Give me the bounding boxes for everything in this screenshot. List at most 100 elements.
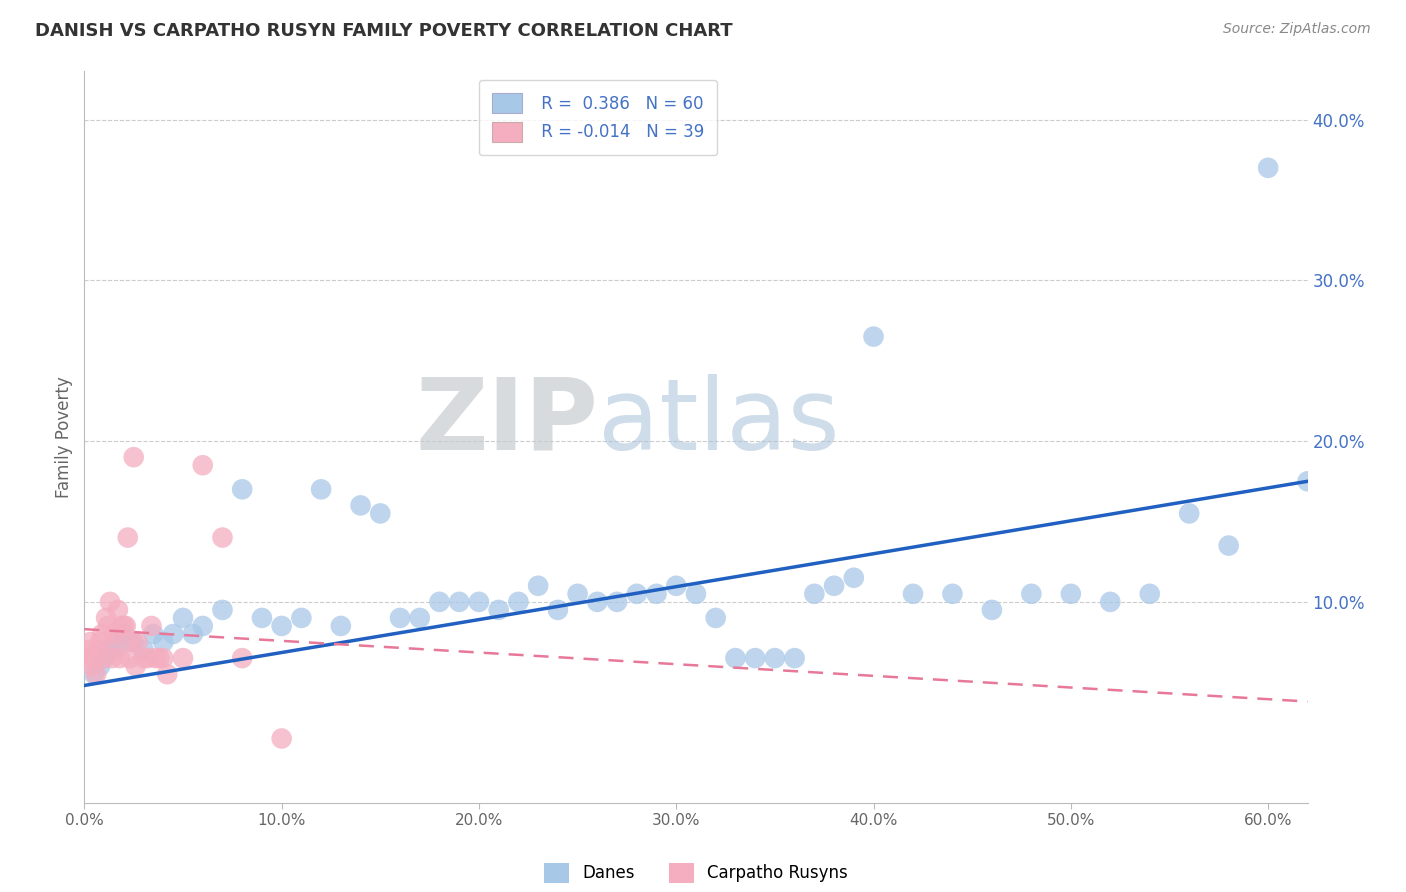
Point [83,651,105,665]
Point [211,531,233,545]
Point [114,619,136,633]
Point [389,611,412,625]
Text: Source: ZipAtlas.com: Source: ZipAtlas.com [1223,22,1371,37]
Point [83,667,105,681]
Point [108,635,131,649]
Point [111,619,134,633]
Point [901,587,924,601]
Point [152,651,174,665]
Text: DANISH VS CARPATHO RUSYN FAMILY POVERTY CORRELATION CHART: DANISH VS CARPATHO RUSYN FAMILY POVERTY … [35,22,733,40]
Point [1060,587,1083,601]
Point [91,627,114,641]
Point [842,571,865,585]
Point [704,611,727,625]
Point [270,731,292,746]
Point [567,587,589,601]
Point [1178,507,1201,521]
Point [148,651,170,665]
Point [79,635,101,649]
Point [172,611,194,625]
Text: ZIP: ZIP [415,374,598,471]
Point [132,643,155,657]
Point [97,619,120,633]
Point [181,627,204,641]
Point [231,651,253,665]
Point [488,603,510,617]
Point [645,587,668,601]
Point [172,651,194,665]
Point [744,651,766,665]
Point [112,619,135,633]
Point [122,450,145,465]
Point [665,579,688,593]
Point [145,651,167,665]
Point [93,651,115,665]
Point [152,635,174,649]
Point [508,595,530,609]
Point [191,619,214,633]
Point [97,643,120,657]
Point [87,643,110,657]
Point [117,531,139,545]
Point [162,627,184,641]
Point [527,579,550,593]
Point [941,587,963,601]
Y-axis label: Family Poverty: Family Poverty [55,376,73,498]
Point [783,651,806,665]
Point [127,635,149,649]
Point [101,651,124,665]
Point [368,507,391,521]
Point [606,595,628,609]
Point [449,595,471,609]
Point [142,627,165,641]
Point [121,635,143,649]
Point [290,611,312,625]
Point [89,635,111,649]
Point [103,643,125,657]
Point [84,667,107,681]
Point [309,483,332,497]
Point [468,595,491,609]
Point [685,587,707,601]
Point [118,651,141,665]
Point [136,651,159,665]
Point [1099,595,1122,609]
Point [626,587,648,601]
Point [108,651,131,665]
Point [329,619,352,633]
Point [980,603,1002,617]
Point [94,611,117,625]
Point [156,667,179,681]
Point [586,595,609,609]
Point [1296,475,1319,489]
Point [211,603,233,617]
Point [1021,587,1043,601]
Point [103,627,125,641]
Point [191,458,214,473]
Legend: Danes, Carpatho Rusyns: Danes, Carpatho Rusyns [537,856,855,889]
Point [823,579,845,593]
Point [1139,587,1161,601]
Point [82,659,104,673]
Point [231,483,253,497]
Point [547,603,569,617]
Point [98,595,121,609]
Point [104,635,127,649]
Point [429,595,451,609]
Point [250,611,273,625]
Point [124,659,146,673]
Text: atlas: atlas [598,374,839,471]
Point [803,587,825,601]
Point [122,635,145,649]
Point [1257,161,1279,175]
Point [75,651,97,665]
Point [724,651,747,665]
Point [132,651,155,665]
Point [1218,539,1240,553]
Point [89,659,111,673]
Point [349,499,371,513]
Point [141,619,163,633]
Point [862,329,884,343]
Point [77,643,100,657]
Point [93,651,115,665]
